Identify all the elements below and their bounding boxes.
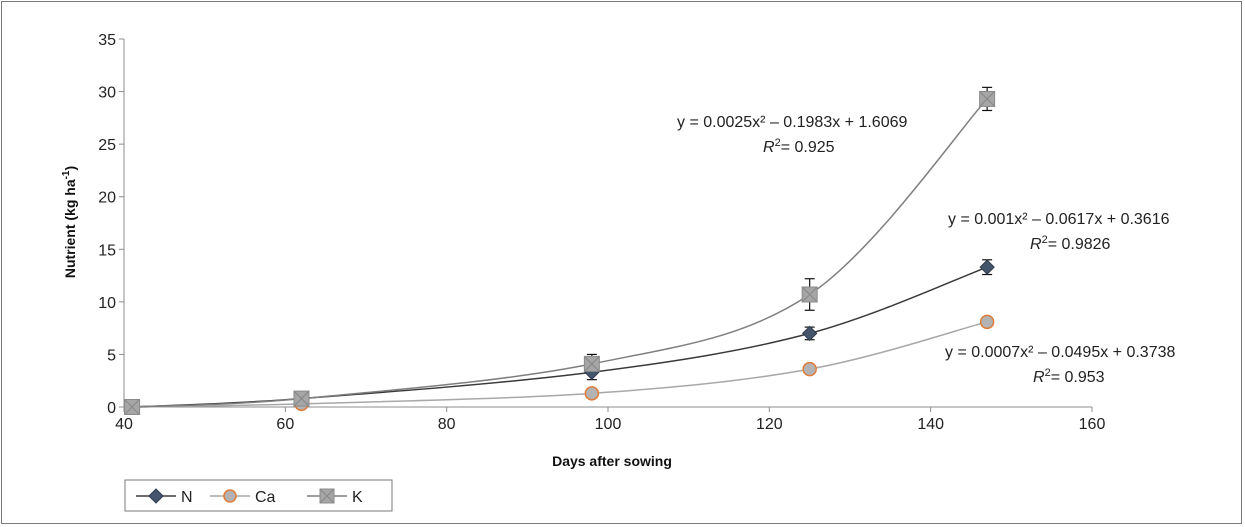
trend-curve-n	[132, 266, 988, 408]
legend: N Ca K	[124, 479, 393, 512]
legend-marker-ca	[223, 489, 237, 503]
r2-k: R2= 0.925	[763, 137, 835, 156]
marker-n	[979, 259, 995, 275]
marker-k	[583, 355, 600, 372]
y-tick-label: 10	[98, 295, 116, 312]
legend-marker-n	[148, 488, 164, 504]
y-tick-label: 25	[98, 137, 116, 154]
x-tick-label: 140	[917, 416, 944, 433]
marker-k	[293, 390, 310, 407]
legend-item-n: N	[136, 488, 193, 506]
equation-k: y = 0.0025x² – 0.1983x + 1.6069	[677, 114, 908, 131]
data-markers	[124, 90, 996, 415]
marker-n	[801, 325, 818, 342]
marker-ca	[584, 386, 600, 401]
marker-ca	[979, 314, 995, 330]
legend-item-k: K	[307, 488, 363, 506]
r2-ca-value: = 0.953	[1051, 369, 1105, 386]
y-tick-label: 5	[107, 347, 116, 364]
x-tick-label: 120	[756, 416, 783, 433]
axes: 0 5 10 15 20 25 30 35 40 60 80 100 120 140 160	[98, 32, 1105, 433]
legend-label-ca: Ca	[255, 489, 276, 506]
x-tick-label: 160	[1079, 416, 1106, 433]
trend-curve-ca	[132, 321, 988, 408]
y-axis-title: Nutrient (kg ha-1)	[61, 166, 78, 278]
x-axis-title: Days after sowing	[552, 453, 672, 469]
y-tick-label: 30	[98, 85, 116, 102]
r2-ca: R2= 0.953	[1033, 367, 1105, 386]
r2-n: R2= 0.9826	[1030, 234, 1111, 253]
x-tick-label: 80	[438, 416, 456, 433]
y-axis-title-main: Nutrient (kg ha	[62, 179, 78, 278]
equation-n: y = 0.001x² – 0.0617x + 0.3616	[948, 211, 1170, 228]
r2-k-value: = 0.925	[781, 139, 835, 156]
marker-k	[801, 286, 818, 303]
marker-k	[124, 399, 141, 415]
equation-ca: y = 0.0007x² – 0.0495x + 0.3738	[945, 344, 1176, 361]
trend-curves	[132, 98, 988, 408]
legend-item-ca: Ca	[210, 489, 276, 506]
y-tick-label: 15	[98, 242, 116, 259]
x-tick-label: 40	[115, 416, 133, 433]
trend-curve-k	[132, 98, 988, 408]
error-bars	[586, 86, 993, 397]
x-tick-label: 100	[595, 416, 622, 433]
r2-n-value: = 0.9826	[1048, 236, 1111, 253]
y-axis-title-sup: -1	[61, 170, 72, 179]
legend-label-k: K	[352, 489, 363, 506]
y-tick-label: 35	[98, 32, 116, 49]
y-axis-title-close: )	[62, 166, 78, 171]
legend-marker-k	[319, 488, 335, 504]
y-tick-label: 0	[107, 400, 116, 417]
x-tick-label: 60	[276, 416, 294, 433]
marker-ca	[802, 361, 817, 377]
marker-k	[979, 90, 996, 107]
y-tick-label: 20	[98, 190, 116, 207]
legend-label-n: N	[181, 489, 193, 506]
